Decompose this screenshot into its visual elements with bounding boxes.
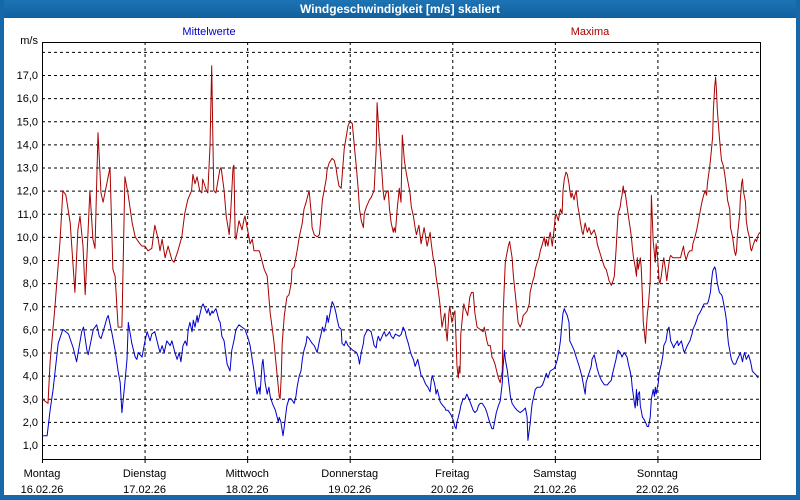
x-day-label: Mittwoch <box>225 468 268 480</box>
x-date-label: 17.02.26 <box>123 484 166 496</box>
y-tick-label: 2,0 <box>23 417 38 429</box>
window-title: Windgeschwindigkeit [m/s] skaliert <box>300 2 500 16</box>
y-tick-label: 15,0 <box>17 116 38 128</box>
y-tick-label: 1,0 <box>23 440 38 452</box>
y-tick-label: 13,0 <box>17 163 38 175</box>
y-tick-label: 11,0 <box>17 209 38 221</box>
y-tick-label: 5,0 <box>23 348 38 360</box>
x-date-label: 18.02.26 <box>226 484 269 496</box>
x-day-label: Donnerstag <box>321 468 378 480</box>
x-date-label: 21.02.26 <box>533 484 576 496</box>
y-tick-label: 17,0 <box>17 70 38 82</box>
y-tick-label: 8,0 <box>23 278 38 290</box>
legend-mittelwerte-label: Mittelwerte <box>182 26 236 38</box>
x-day-label: Montag <box>24 468 61 480</box>
y-tick-label: 7,0 <box>23 301 38 313</box>
y-tick-label: 12,0 <box>17 186 38 198</box>
window-titlebar[interactable]: Windgeschwindigkeit [m/s] skaliert <box>4 0 796 18</box>
y-tick-label: 14,0 <box>17 139 38 151</box>
y-tick-label: 4,0 <box>23 371 38 383</box>
legend-maxima-label: Maxima <box>570 26 610 38</box>
mittelwerte-line <box>42 266 759 441</box>
x-date-label: 22.02.26 <box>636 484 679 496</box>
plot-border <box>42 42 761 460</box>
y-tick-label: 16,0 <box>17 93 38 105</box>
x-day-label: Samstag <box>533 468 576 480</box>
y-tick-label: 3,0 <box>23 394 38 406</box>
y-tick-label: 6,0 <box>23 324 38 336</box>
x-date-label: 20.02.26 <box>431 484 474 496</box>
y-tick-label: 10,0 <box>17 232 38 244</box>
y-tick-label: 9,0 <box>23 255 38 267</box>
x-date-label: 16.02.26 <box>21 484 64 496</box>
x-day-label: Sonntag <box>637 468 678 480</box>
x-date-label: 19.02.26 <box>328 484 371 496</box>
y-axis-unit-label: m/s <box>20 35 38 47</box>
x-day-label: Freitag <box>435 468 469 480</box>
x-day-label: Dienstag <box>123 468 166 480</box>
maxima-line <box>41 65 761 404</box>
